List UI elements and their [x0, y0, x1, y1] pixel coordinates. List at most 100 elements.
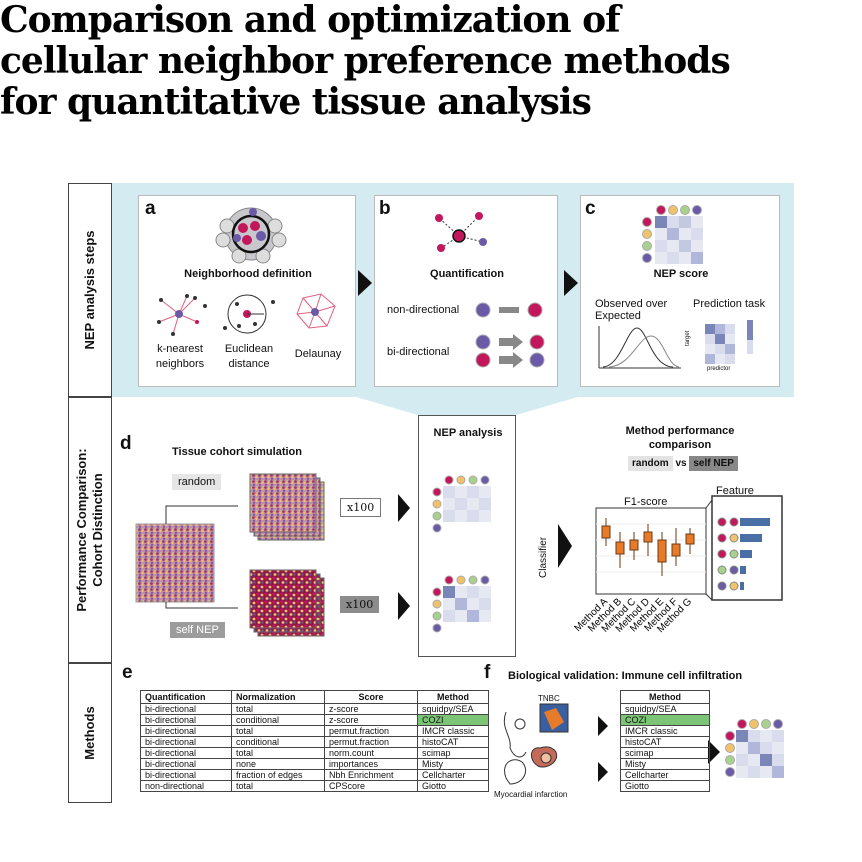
panel-a-heading: Neighborhood definition	[184, 268, 312, 280]
table-cell: IMCR classic	[620, 725, 710, 737]
panel-d-letter: d	[120, 433, 132, 454]
nep-analysis-title: NEP analysis	[433, 427, 503, 439]
panel-c-letter: c	[585, 198, 596, 219]
knn-icon	[157, 294, 207, 336]
table-row: histoCAT	[620, 736, 710, 748]
table-row: bi-directional total norm.count scimap	[140, 747, 489, 759]
col-quantification: Quantification	[140, 690, 232, 704]
table-cell: scimap	[620, 747, 710, 759]
table-row: scimap	[620, 747, 710, 759]
page-title: Comparison and optimization of cellular …	[0, 0, 731, 123]
methods-table-f: Method squidpy/SEA COZI IMCR classic histoC…	[620, 690, 710, 792]
arrow-f-heatmap-icon	[708, 740, 720, 764]
euclidean-label: Euclidean distance	[224, 343, 274, 370]
prediction-task-label: Prediction task	[693, 298, 766, 310]
quantification-network-icon	[435, 212, 487, 252]
table-cell: Misty	[620, 758, 710, 770]
selfnep-compare-tag: self NEP	[689, 456, 738, 471]
arrow-tnbc-icon	[598, 716, 608, 736]
nondirectional-icon	[475, 302, 543, 318]
euclidean-icon	[223, 294, 275, 334]
panel-a-letter: a	[145, 198, 156, 219]
methods-table-e: Quantification Normalization Score Metho…	[140, 690, 489, 792]
branch-bottom-icon	[165, 602, 238, 609]
table-row: COZI	[620, 714, 710, 726]
panel-f-heatmap-icon	[725, 719, 784, 778]
table-cell: Giotto	[417, 780, 489, 792]
nondirectional-label: non-directional	[387, 304, 460, 316]
col-method-f: Method	[620, 690, 710, 704]
panel-c-graphics	[598, 205, 753, 369]
table-row: bi-directional fraction of edges Nbh Enric…	[140, 769, 489, 781]
f1-score-label: F1-score	[624, 496, 668, 508]
random-tissue-stack-icon	[249, 473, 325, 541]
table-row: Cellcharter	[620, 769, 710, 781]
nep-heatmaps-icon	[432, 475, 491, 633]
arrow-classifier-icon	[558, 524, 572, 568]
panel-b-graphics	[435, 212, 545, 368]
predictor-label: predictor	[707, 366, 731, 372]
prediction-heatmap-icon	[705, 320, 753, 364]
nep-analysis-box: NEP analysis	[418, 415, 516, 657]
tnbc-icon	[503, 703, 569, 758]
table-row: squidpy/SEA	[620, 703, 710, 715]
arrow-mi-icon	[598, 762, 608, 782]
panel-b-heading: Quantification	[430, 268, 504, 280]
delaunay-label: Delaunay	[294, 348, 342, 360]
table-row: Giotto	[620, 780, 710, 792]
table-cell: squidpy/SEA	[620, 703, 710, 715]
table-cell: Giotto	[620, 780, 710, 792]
table-row: bi-directional none importances Misty	[140, 758, 489, 770]
feature-importance-bars	[717, 517, 770, 591]
bidirectional-label: bi-directional	[387, 346, 450, 358]
panel-c-heading: NEP score	[653, 268, 709, 280]
sidebar-nep-steps: NEP analysis steps	[68, 183, 112, 397]
x100-bottom: x100	[340, 596, 380, 613]
method-boxes	[601, 518, 695, 576]
table-row: bi-directional conditional permut.fraction…	[140, 736, 489, 748]
arrow-a-b-icon	[358, 270, 372, 296]
base-tissue-icon	[135, 523, 215, 603]
random-compare-tag: random	[628, 456, 673, 471]
col-normalization: Normalization	[231, 690, 325, 704]
sidebar-performance: Performance Comparison: Cohort Distincti…	[68, 397, 112, 663]
nep-heatmap-icon	[642, 205, 703, 264]
table-cell: histoCAT	[620, 736, 710, 748]
sidebar-methods: Methods	[68, 663, 112, 803]
simulation-title: Tissue cohort simulation	[172, 446, 302, 458]
panel-b: b Quantification non-directional bi-dire…	[374, 195, 558, 387]
vs-label: vs	[675, 458, 687, 469]
boxplot-frame	[595, 507, 707, 595]
selfnep-tag: self NEP	[170, 622, 225, 638]
observed-expected-label: Observed over Expected	[595, 298, 668, 322]
knn-label: k-nearest neighbors	[155, 343, 205, 370]
panel-e-letter: e	[122, 662, 133, 683]
arrow-random-nep-icon	[398, 494, 410, 522]
arrow-selfnep-nep-icon	[398, 592, 410, 620]
panel-f-title: Biological validation: Immune cell infil…	[508, 670, 743, 682]
selfnep-tissue-stack-icon	[249, 569, 325, 637]
table-row: IMCR classic	[620, 725, 710, 737]
distribution-curves-icon	[598, 326, 681, 369]
panel-b-letter: b	[379, 198, 391, 219]
branch-top-icon	[165, 505, 238, 524]
random-tag: random	[172, 474, 222, 490]
arrow-b-c-icon	[564, 270, 578, 296]
mi-label: Myocardial infarction	[494, 790, 568, 799]
table-row: bi-directional conditional z-score COZI	[140, 714, 489, 726]
performance-title: Method performance comparison	[625, 425, 735, 451]
panel-c: c NEP score Observed over Expected Predi…	[580, 195, 780, 387]
panel-f-letter: f	[484, 662, 491, 683]
tnbc-label: TNBC	[538, 694, 560, 703]
table-row: non-directional total CPScore Giotto	[140, 780, 489, 792]
myocardial-icon	[504, 746, 558, 785]
panel-a-graphics	[157, 207, 336, 336]
bidirectional-icon	[475, 334, 545, 368]
table-cell: COZI	[620, 714, 710, 726]
x100-top: x100	[340, 498, 382, 517]
comparison-tags: random vs self NEP	[628, 456, 738, 471]
panel-a: a Neighborhood definition k-nearest neig…	[138, 195, 356, 387]
